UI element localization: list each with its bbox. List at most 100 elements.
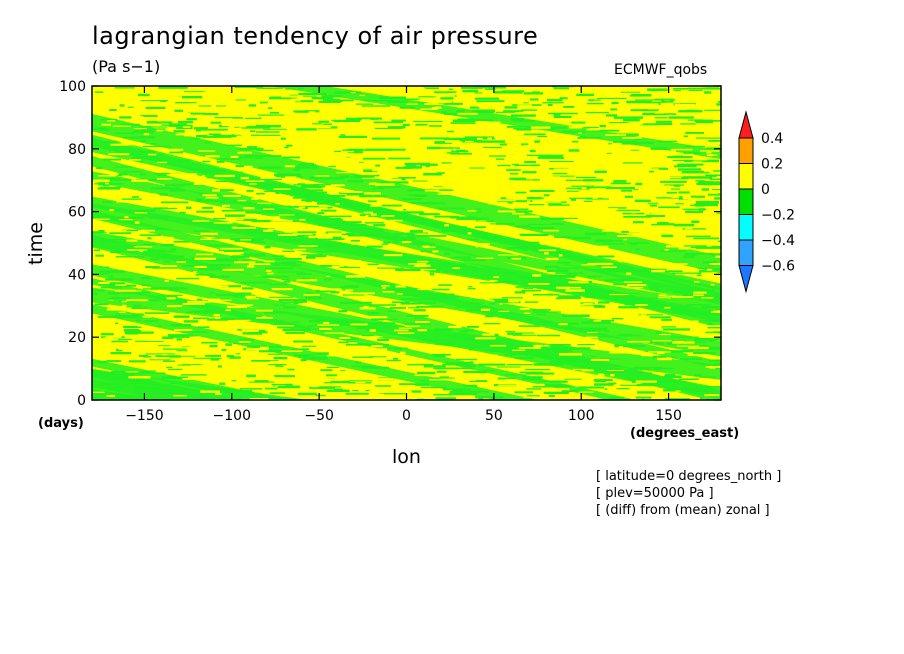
field-streak-positive	[613, 191, 636, 194]
field-streak	[461, 363, 470, 367]
field-streak	[666, 351, 684, 353]
field-streak	[285, 87, 296, 90]
field-streak-positive	[293, 248, 307, 251]
field-streak	[700, 396, 705, 399]
field-streak	[522, 376, 543, 379]
field-streak	[558, 384, 565, 386]
field-streak-positive	[218, 299, 232, 301]
field-streak-positive	[465, 140, 474, 143]
field-streak-positive	[140, 229, 155, 232]
field-streak	[151, 392, 171, 394]
field-streak	[347, 151, 364, 154]
field-streak-positive	[271, 288, 293, 291]
field-streak-positive	[372, 169, 382, 172]
field-streak	[514, 208, 529, 211]
field-streak	[622, 212, 652, 215]
note-anomaly: [ (diff) from (mean) zonal ]	[596, 503, 770, 518]
field-streak-positive	[538, 249, 557, 252]
field-streak	[539, 320, 553, 323]
field-streak	[207, 318, 228, 321]
field-streak	[709, 348, 721, 350]
field-streak	[213, 218, 226, 220]
field-streak	[471, 109, 495, 112]
field-streak	[159, 153, 165, 155]
field-streak	[178, 95, 203, 99]
field-streak-positive	[513, 131, 524, 134]
field-streak-positive	[311, 288, 326, 290]
field-streak	[367, 312, 379, 315]
field-streak	[640, 123, 659, 126]
field-streak	[563, 106, 575, 108]
field-streak	[514, 391, 533, 394]
field-streak	[301, 356, 327, 359]
field-streak-positive	[122, 304, 127, 307]
field-streak	[257, 147, 264, 150]
field-streak-positive	[200, 232, 218, 235]
field-streak	[339, 192, 352, 195]
field-streak	[250, 130, 256, 133]
field-streak	[361, 366, 389, 369]
field-streak	[234, 86, 263, 89]
field-streak	[93, 249, 100, 252]
field-streak-positive	[627, 340, 650, 343]
field-streak-positive	[587, 173, 604, 175]
field-streak	[193, 127, 208, 130]
field-streak-positive	[568, 119, 588, 122]
field-streak-positive	[254, 97, 262, 101]
field-streak-positive	[246, 265, 255, 268]
field-streak	[100, 286, 122, 289]
field-streak	[213, 388, 235, 391]
field-streak	[553, 113, 561, 116]
field-streak-positive	[363, 337, 376, 339]
field-streak-positive	[202, 298, 221, 301]
field-streak-positive	[182, 126, 191, 128]
field-streak-positive	[104, 230, 127, 233]
field-streak-positive	[376, 200, 385, 203]
field-streak	[367, 200, 378, 203]
field-streak	[318, 120, 329, 123]
field-streak	[406, 315, 429, 317]
field-streak	[576, 93, 595, 97]
field-streak	[146, 379, 153, 381]
field-streak	[132, 313, 144, 316]
field-streak	[441, 162, 452, 164]
field-streak-positive	[211, 104, 217, 107]
field-streak-positive	[368, 173, 391, 175]
field-streak	[109, 297, 131, 300]
field-streak	[532, 309, 551, 311]
field-streak-positive	[558, 323, 568, 326]
chart-units: (Pa s−1)	[92, 57, 161, 76]
field-streak	[476, 86, 506, 88]
field-streak	[182, 364, 204, 366]
field-streak	[308, 191, 327, 194]
field-streak	[201, 128, 228, 131]
field-streak	[671, 356, 676, 358]
field-streak-positive	[322, 142, 342, 145]
field-streak-positive	[665, 245, 681, 248]
field-streak-positive	[332, 128, 348, 130]
field-streak	[187, 112, 207, 115]
field-streak	[711, 88, 721, 90]
field-streak	[655, 342, 664, 345]
field-streak	[182, 264, 200, 267]
field-streak	[521, 378, 542, 381]
field-streak-positive	[183, 134, 191, 137]
field-streak-positive	[370, 213, 377, 216]
field-streak	[442, 363, 468, 366]
field-streak-positive	[237, 199, 247, 202]
field-streak	[408, 194, 422, 196]
field-streak	[459, 330, 468, 333]
field-streak	[489, 240, 508, 242]
field-streak	[708, 340, 714, 342]
field-streak-positive	[244, 165, 253, 168]
field-streak	[201, 341, 218, 344]
field-streak	[438, 263, 466, 266]
field-streak	[347, 234, 378, 237]
field-streak	[211, 238, 232, 240]
field-streak	[282, 328, 311, 332]
field-streak-positive	[497, 384, 521, 386]
field-streak-positive	[712, 105, 721, 109]
field-streak	[272, 304, 286, 306]
field-streak-positive	[578, 132, 582, 134]
field-streak	[341, 232, 356, 236]
